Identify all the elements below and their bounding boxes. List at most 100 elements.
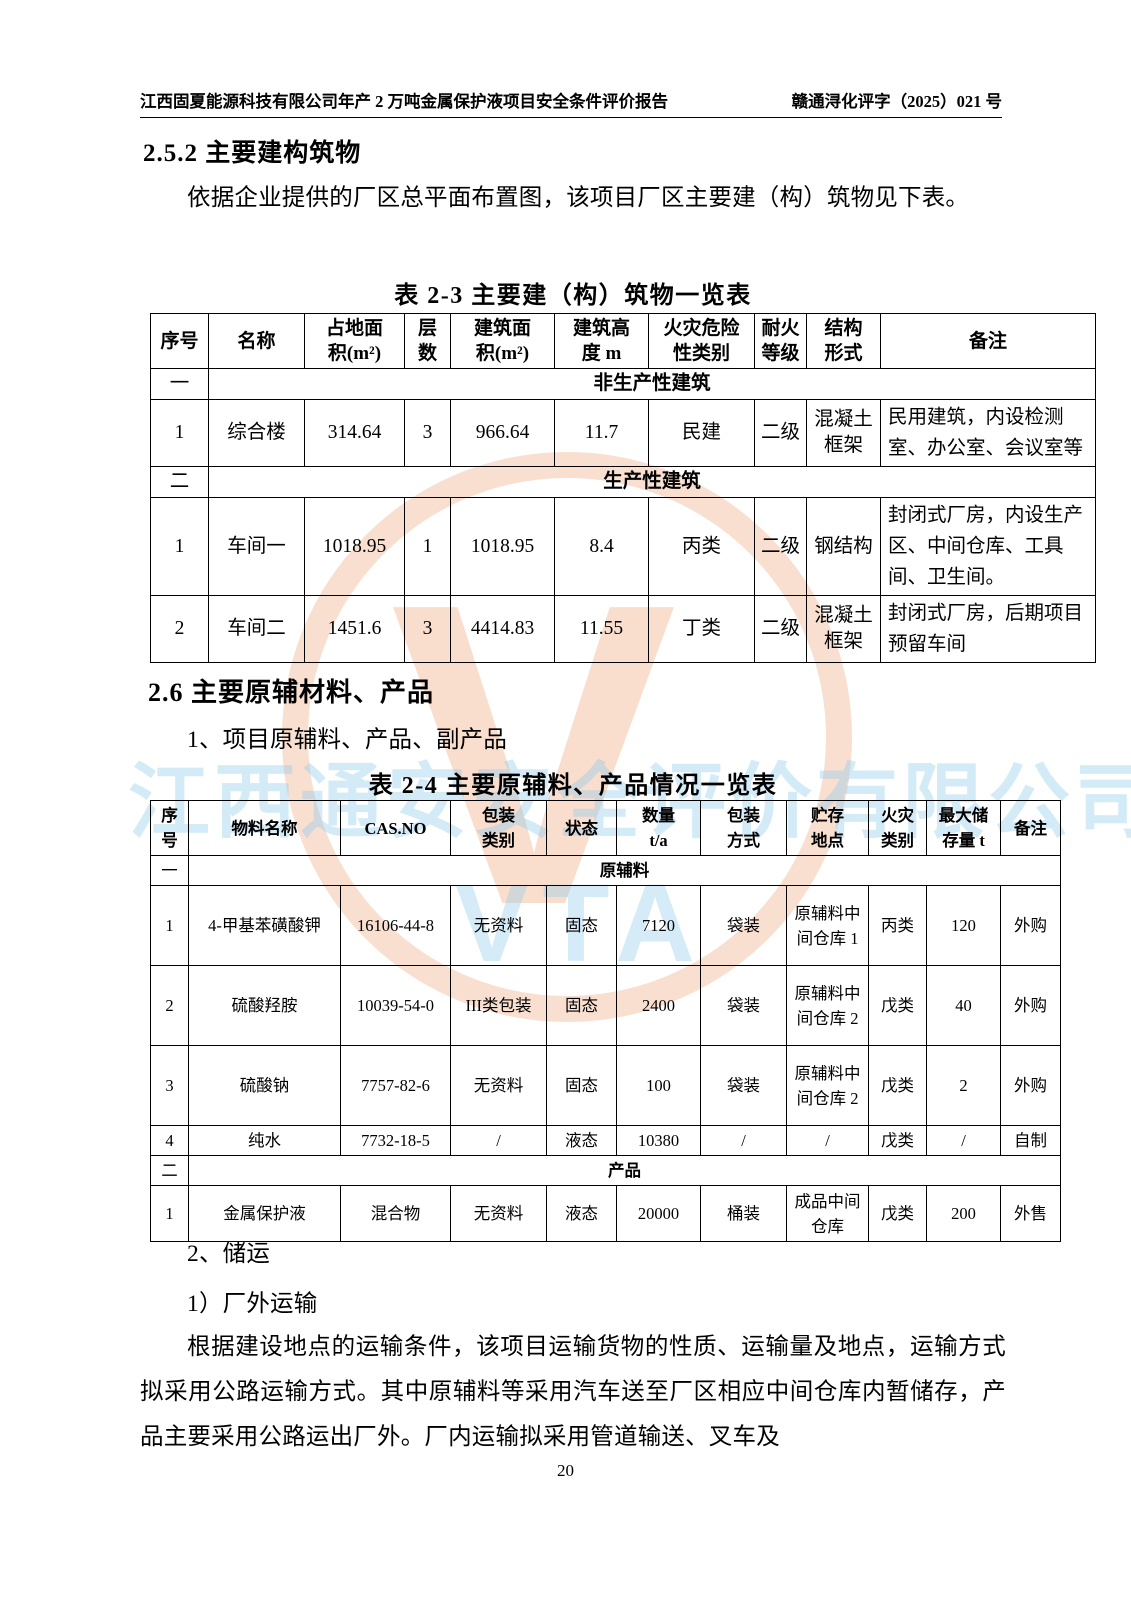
- cell-max-storage: 2: [926, 1045, 1001, 1126]
- cell-fire-rating: 二级: [754, 399, 807, 467]
- th-max-storage: 最大储 存量 t: [926, 800, 1001, 856]
- cell-cas-no: 16106-44-8: [340, 885, 451, 966]
- cell-fire-class: 丙类: [648, 497, 755, 596]
- group-label: 产品: [188, 1155, 1061, 1186]
- cell-build-area: 966.64: [450, 399, 555, 467]
- cell-serial: 3: [150, 1045, 189, 1126]
- cell-cas-no: 7732-18-5: [340, 1125, 451, 1156]
- cell-land-area: 1018.95: [304, 497, 405, 596]
- cell-pack-type: /: [700, 1125, 787, 1156]
- table-row: 2 硫酸羟胺 10039-54-0 III类包装 固态 2400 袋装 原辅料中…: [150, 965, 1061, 1046]
- group-label: 非生产性建筑: [208, 368, 1096, 400]
- cell-floors: 1: [404, 497, 451, 596]
- th-build-area: 建筑面 积(m²): [450, 313, 555, 369]
- group-index: 二: [150, 466, 209, 498]
- cell-build-area: 1018.95: [450, 497, 555, 596]
- cell-cas-no: 10039-54-0: [340, 965, 451, 1046]
- cell-storage-location: 成品中间仓库: [786, 1185, 869, 1242]
- table-row: 1 金属保护液 混合物 无资料 液态 20000 桶装 成品中间仓库 戊类 20…: [150, 1185, 1061, 1242]
- cell-remark: 外售: [1000, 1185, 1061, 1242]
- th-land-area: 占地面 积(m²): [304, 313, 405, 369]
- cell-serial: 1: [150, 497, 209, 596]
- group-index: 二: [150, 1155, 189, 1186]
- list-item-1-raw-materials: 1、项目原辅料、产品、副产品: [187, 727, 508, 753]
- cell-cas-no: 7757-82-6: [340, 1045, 451, 1126]
- cell-structure: 混凝土框架: [806, 399, 881, 467]
- table-2-3-group-row: 一 非生产性建筑: [150, 368, 1096, 400]
- cell-land-area: 1451.6: [304, 595, 405, 663]
- table-row: 1 车间一 1018.95 1 1018.95 8.4 丙类 二级 钢结构 封闭…: [150, 497, 1096, 596]
- th-fire-class: 火灾危险 性类别: [648, 313, 755, 369]
- cell-fire-class: 戊类: [868, 1125, 927, 1156]
- table-2-4-group-row: 二 产品: [150, 1155, 1061, 1186]
- cell-quantity: 10380: [616, 1125, 701, 1156]
- cell-material-name: 硫酸钠: [188, 1045, 341, 1126]
- cell-build-area: 4414.83: [450, 595, 555, 663]
- cell-pack-class: 无资料: [450, 1185, 547, 1242]
- table-row: 4 纯水 7732-18-5 / 液态 10380 / / 戊类 / 自制: [150, 1125, 1061, 1156]
- header-report-title: 江西固夏能源科技有限公司年产 2 万吨金属保护液项目安全条件评价报告: [140, 92, 668, 111]
- table-2-3-caption: 表 2-3 主要建（构）筑物一览表: [394, 283, 752, 309]
- th-name: 名称: [208, 313, 305, 369]
- th-quantity: 数量 t/a: [616, 800, 701, 856]
- table-2-3-header-row: 序号 名称 占地面 积(m²) 层 数 建筑面 积(m²: [150, 313, 1096, 369]
- cell-quantity: 20000: [616, 1185, 701, 1242]
- cell-material-name: 4-甲基苯磺酸钾: [188, 885, 341, 966]
- th-material-name: 物料名称: [188, 800, 341, 856]
- paragraph-2-5-2: 依据企业提供的厂区总平面布置图，该项目厂区主要建（构）筑物见下表。: [187, 185, 970, 211]
- cell-pack-class: 无资料: [450, 885, 547, 966]
- table-2-3: 序号 名称 占地面 积(m²) 层 数 建筑面 积(m²: [150, 313, 1096, 663]
- th-structure: 结构 形式: [806, 313, 881, 369]
- cell-state: 液态: [546, 1185, 617, 1242]
- th-fire-rating: 耐火 等级: [754, 313, 807, 369]
- cell-fire-class: 丁类: [648, 595, 755, 663]
- group-label: 原辅料: [188, 855, 1061, 886]
- group-index: 一: [150, 368, 209, 400]
- cell-fire-rating: 二级: [754, 595, 807, 663]
- header-document-number: 赣通浔化评字（2025）021 号: [791, 92, 1002, 111]
- th-height: 建筑高 度 m: [554, 313, 649, 369]
- table-row: 2 车间二 1451.6 3 4414.83 11.55 丁类 二级 混凝土框架…: [150, 595, 1096, 663]
- cell-cas-no: 混合物: [340, 1185, 451, 1242]
- table-2-4-caption: 表 2-4 主要原辅料、产品情况一览表: [368, 773, 778, 799]
- cell-land-area: 314.64: [304, 399, 405, 467]
- cell-fire-class: 民建: [648, 399, 755, 467]
- paragraph-2-6-transport: 根据建设地点的运输条件，该项目运输货物的性质、运输量及地点，运输方式拟采用公路运…: [140, 1334, 1006, 1450]
- cell-quantity: 100: [616, 1045, 701, 1126]
- cell-serial: 1: [150, 399, 209, 467]
- cell-fire-rating: 二级: [754, 497, 807, 596]
- cell-serial: 4: [150, 1125, 189, 1156]
- cell-max-storage: 40: [926, 965, 1001, 1046]
- cell-fire-class: 戊类: [868, 1185, 927, 1242]
- cell-serial: 2: [150, 965, 189, 1046]
- running-header: 江西固夏能源科技有限公司年产 2 万吨金属保护液项目安全条件评价报告 赣通浔化评…: [140, 88, 1002, 118]
- cell-fire-class: 戊类: [868, 965, 927, 1046]
- cell-max-storage: /: [926, 1125, 1001, 1156]
- cell-floors: 3: [404, 595, 451, 663]
- table-2-4-group-row: 一 原辅料: [150, 855, 1061, 886]
- cell-remark: 民用建筑，内设检测室、办公室、会议室等: [880, 399, 1096, 467]
- cell-storage-location: 原辅料中间仓库 2: [786, 965, 869, 1046]
- cell-max-storage: 200: [926, 1185, 1001, 1242]
- cell-state: 固态: [546, 1045, 617, 1126]
- section-heading-2-6: 2.6 主要原辅材料、产品: [148, 678, 435, 707]
- table-2-4-header-row: 序 号 物料名称 CAS.NO 包装 类别 状态: [150, 800, 1061, 856]
- cell-storage-location: 原辅料中间仓库 1: [786, 885, 869, 966]
- cell-remark: 外购: [1000, 885, 1061, 966]
- th-pack-class: 包装 类别: [450, 800, 547, 856]
- cell-storage-location: /: [786, 1125, 869, 1156]
- cell-floors: 3: [404, 399, 451, 467]
- cell-pack-class: III类包装: [450, 965, 547, 1046]
- cell-remark: 封闭式厂房，后期项目预留车间: [880, 595, 1096, 663]
- section-heading-2-5-2: 2.5.2 主要建构筑物: [143, 140, 362, 167]
- cell-structure: 混凝土框架: [806, 595, 881, 663]
- cell-pack-type: 袋装: [700, 885, 787, 966]
- cell-height: 11.55: [554, 595, 649, 663]
- list-item-2-1-external-transport: 1）厂外运输: [187, 1291, 318, 1317]
- cell-max-storage: 120: [926, 885, 1001, 966]
- cell-pack-type: 袋装: [700, 965, 787, 1046]
- cell-remark: 外购: [1000, 965, 1061, 1046]
- cell-remark: 外购: [1000, 1045, 1061, 1126]
- th-serial: 序 号: [150, 800, 189, 856]
